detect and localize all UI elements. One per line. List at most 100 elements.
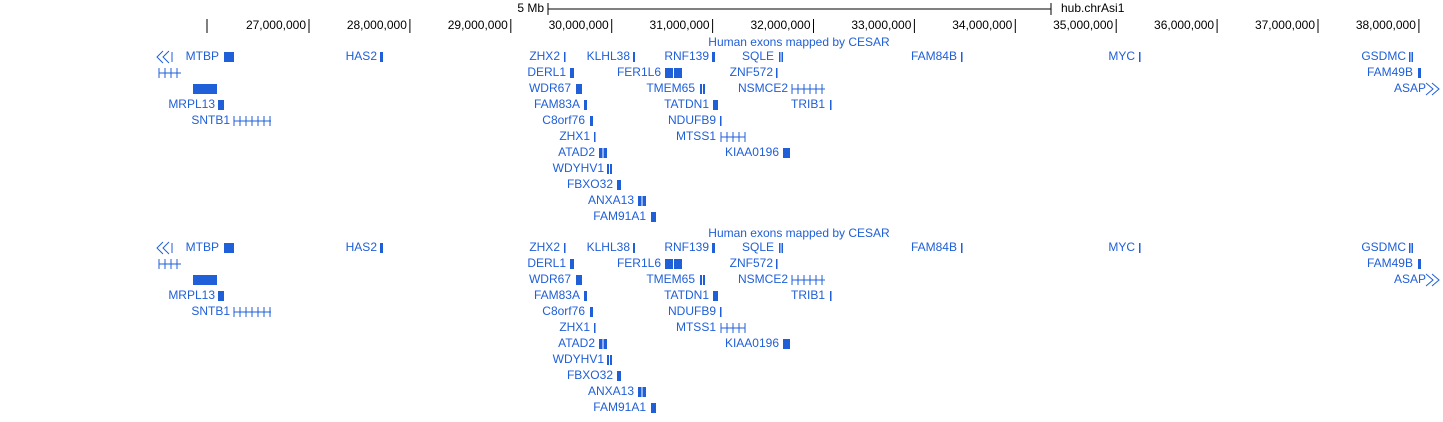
gene-label: MYC [1108,240,1135,254]
ruler-tick-label: 35,000,000 [1053,18,1113,32]
gene-label: TRIB1 [791,97,825,111]
gene-label: DERL1 [527,256,566,270]
gene-label: SNTB1 [191,304,230,318]
track-title: Human exons mapped by CESAR [708,226,890,240]
gene-label: HAS2 [346,240,378,254]
gene-feature [720,116,722,126]
gene-feature [776,68,778,78]
gene-label: MRPL13 [168,97,215,111]
gene-feature [564,243,566,253]
gene-label: FAM83A [534,288,580,302]
scale-label: 5 Mb [517,1,544,15]
gene-label: KIAA0196 [725,145,779,159]
gene-label: NSMCE2 [738,272,788,286]
ruler-tick-label: 27,000,000 [246,18,306,32]
gene-arrow [1431,273,1440,287]
gene-feature [1139,243,1141,253]
gene-label: MTSS1 [676,129,716,143]
gene-label: MTBP [186,240,219,254]
gene-label: ATAD2 [558,336,595,350]
gene-label: DERL1 [527,65,566,79]
gene-label: FAM49B [1367,65,1413,79]
gene-feature [590,307,593,317]
gene-label: MTSS1 [676,320,716,334]
gene-feature [380,52,383,62]
gene-feature [712,243,715,253]
gene-arrow [1425,273,1434,287]
gene-label: SNTB1 [191,113,230,127]
gene-label: TATDN1 [664,288,709,302]
gene-feature [713,291,718,301]
ruler-tick-label: 38,000,000 [1356,18,1416,32]
ruler-tick-label: 36,000,000 [1154,18,1214,32]
gene-feature [193,84,217,94]
gene-label: FAM91A1 [593,209,646,223]
gene-feature [830,291,832,301]
gene-label: FBXO32 [567,368,613,382]
gene-feature [961,243,963,253]
gene-label: HAS2 [346,49,378,63]
gene-label: FBXO32 [567,177,613,191]
gene-feature [961,52,963,62]
gene-feature [713,100,718,110]
gene-arrow [156,241,164,255]
gene-label: FAM49B [1367,256,1413,270]
gene-label: NDUFB9 [668,304,716,318]
gene-feature [218,100,224,110]
gene-label: TMEM65 [646,81,695,95]
gene-label: TRIB1 [791,288,825,302]
gene-feature [584,100,587,110]
gene-label: WDR67 [529,81,571,95]
ruler-tick-label: 32,000,000 [750,18,810,32]
gene-arrow [1431,82,1440,96]
gene-arrow [162,50,170,64]
ruler-tick-label: 31,000,000 [650,18,710,32]
ruler-tick-label: 37,000,000 [1255,18,1315,32]
gene-feature [594,323,596,333]
gene-label: ANXA13 [588,193,634,207]
gene-label: TMEM65 [646,272,695,286]
gene-feature [651,212,656,222]
ruler-tick-label: 29,000,000 [448,18,508,32]
gene-label: RNF139 [664,240,709,254]
gene-label: ZHX2 [529,49,560,63]
gene-label: MYC [1108,49,1135,63]
gene-feature [633,52,635,62]
gene-feature [783,339,790,349]
gene-feature [594,132,596,142]
gene-feature [651,403,656,413]
ruler-tick-label: 28,000,000 [347,18,407,32]
gene-feature [1418,68,1421,78]
gene-feature [576,275,582,285]
gene-feature [570,68,574,78]
gene-label: ASAP [1394,272,1426,286]
gene-label: WDYHV1 [553,161,605,175]
gene-label: ZNF572 [730,256,774,270]
gene-label: GSDMC [1361,240,1406,254]
gene-feature [1418,259,1421,269]
gene-label: FAM91A1 [593,400,646,414]
gene-label: SQLE [742,49,774,63]
gene-label: ZHX2 [529,240,560,254]
gene-feature [570,259,574,269]
gene-label: TATDN1 [664,97,709,111]
gene-label: FAM83A [534,97,580,111]
ruler-tick-label: 34,000,000 [952,18,1012,32]
gene-label: FAM84B [911,240,957,254]
gene-label: KIAA0196 [725,336,779,350]
ruler-tick-label: 30,000,000 [549,18,609,32]
gene-label: ATAD2 [558,145,595,159]
gene-label: KLHL38 [587,49,631,63]
gene-feature [224,52,234,62]
gene-arrow [1425,82,1434,96]
track-title: Human exons mapped by CESAR [708,35,890,49]
gene-feature [224,243,234,253]
gene-label: KLHL38 [587,240,631,254]
gene-label: FER1L6 [617,256,661,270]
gene-feature [783,148,790,158]
gene-label: ANXA13 [588,384,634,398]
gene-label: FAM84B [911,49,957,63]
gene-feature [576,84,582,94]
gene-label: ZHX1 [559,129,590,143]
